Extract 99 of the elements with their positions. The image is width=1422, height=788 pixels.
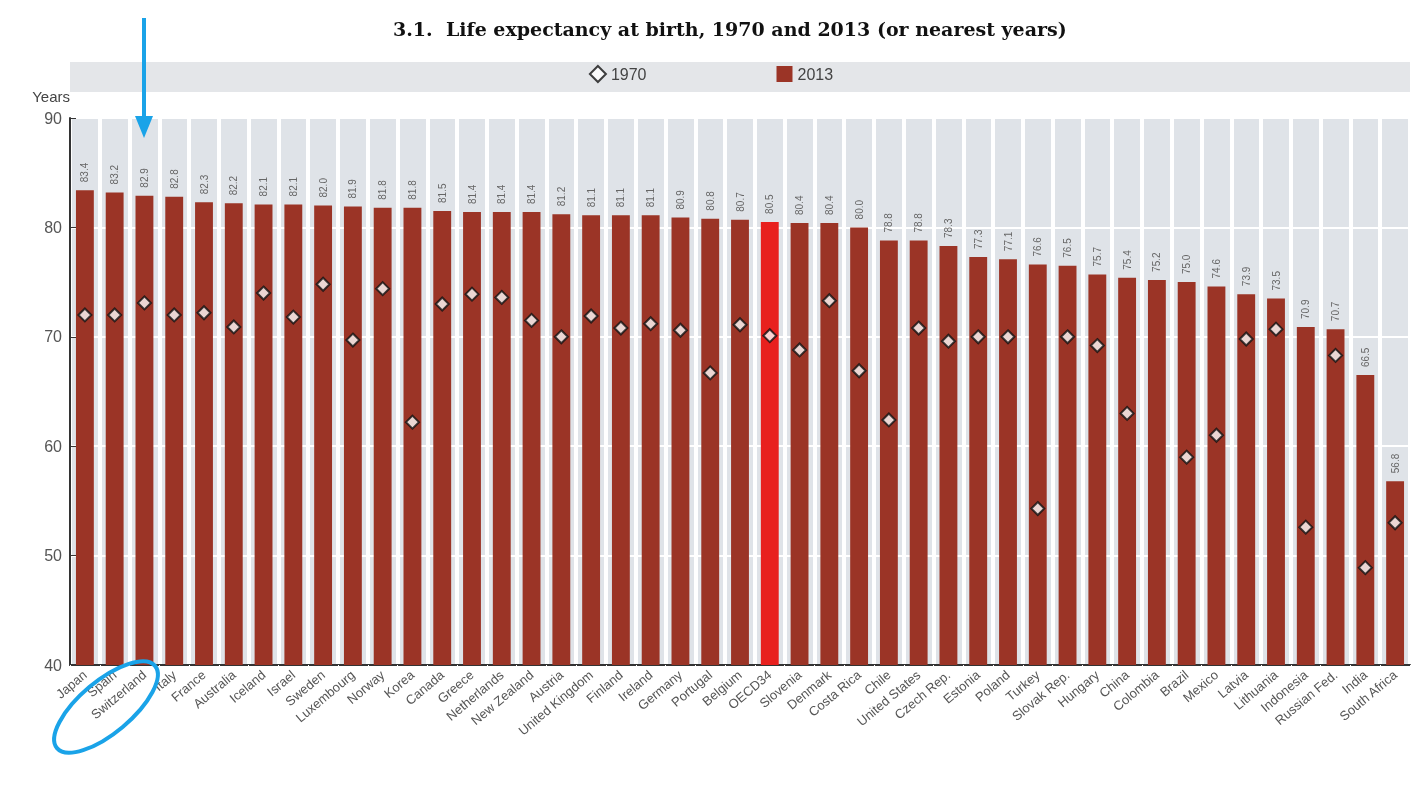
point bbox=[1030, 501, 1046, 517]
point bbox=[821, 293, 837, 309]
point bbox=[375, 281, 391, 297]
point bbox=[285, 309, 301, 325]
data-label: 81.2 bbox=[555, 186, 567, 207]
point bbox=[970, 329, 986, 345]
point bbox=[1179, 449, 1195, 465]
point bbox=[404, 414, 420, 430]
point bbox=[256, 285, 272, 301]
point bbox=[494, 289, 510, 305]
point bbox=[1387, 515, 1403, 531]
data-label: 80.8 bbox=[704, 190, 716, 211]
data-label: 81.1 bbox=[645, 187, 657, 208]
data-label: 81.4 bbox=[496, 184, 508, 205]
point bbox=[1000, 329, 1016, 345]
point bbox=[940, 333, 956, 349]
data-label: 82.1 bbox=[287, 176, 299, 197]
point bbox=[524, 312, 540, 328]
data-label: 77.1 bbox=[1002, 231, 1014, 252]
data-label: 75.0 bbox=[1181, 254, 1193, 275]
data-label: 81.4 bbox=[526, 184, 538, 205]
data-label: 82.8 bbox=[168, 168, 180, 189]
data-label: 81.1 bbox=[615, 187, 627, 208]
data-label: 80.4 bbox=[823, 195, 835, 216]
data-label: 81.4 bbox=[466, 184, 478, 205]
point bbox=[553, 329, 569, 345]
point bbox=[345, 332, 361, 348]
data-label: 80.9 bbox=[674, 189, 686, 210]
y-tick-label: 90 bbox=[44, 109, 63, 127]
data-label: 82.1 bbox=[258, 176, 270, 197]
data-label: 80.7 bbox=[734, 191, 746, 212]
point bbox=[1298, 519, 1314, 535]
y-tick-label: 60 bbox=[44, 437, 63, 455]
data-label: 82.0 bbox=[317, 177, 329, 198]
data-label: 78.3 bbox=[942, 218, 954, 238]
legend-label: 1970 bbox=[610, 65, 647, 83]
point bbox=[1238, 331, 1254, 347]
data-label: 76.5 bbox=[1062, 237, 1074, 258]
data-label: 56.8 bbox=[1389, 453, 1401, 474]
point bbox=[1208, 427, 1224, 443]
y-tick-label: 80 bbox=[44, 218, 63, 236]
point bbox=[434, 296, 450, 312]
point bbox=[881, 412, 897, 428]
data-label: 82.9 bbox=[138, 167, 150, 188]
chart-title: 3.1. Life expectancy at birth, 1970 and 2013 (or nearest years) bbox=[393, 17, 1067, 40]
point bbox=[792, 342, 808, 358]
point bbox=[1268, 321, 1284, 337]
point bbox=[226, 319, 242, 335]
data-label: 82.3 bbox=[198, 174, 210, 195]
point bbox=[1060, 329, 1076, 345]
point bbox=[315, 276, 331, 292]
point bbox=[643, 316, 659, 332]
point bbox=[762, 328, 778, 344]
point bbox=[196, 305, 212, 321]
point bbox=[851, 363, 867, 379]
point bbox=[166, 307, 182, 323]
data-label: 82.2 bbox=[228, 175, 240, 196]
y-tick-label: 50 bbox=[44, 547, 63, 565]
data-label: 75.4 bbox=[1121, 249, 1133, 270]
data-label: 80.4 bbox=[794, 195, 806, 216]
point bbox=[464, 286, 480, 302]
point bbox=[1119, 405, 1135, 421]
data-label: 78.8 bbox=[883, 212, 895, 233]
point bbox=[583, 308, 599, 324]
y-tick-label: 40 bbox=[44, 656, 63, 674]
data-label: 83.4 bbox=[79, 162, 91, 183]
point bbox=[77, 307, 93, 323]
point bbox=[732, 317, 748, 333]
point bbox=[1089, 338, 1105, 354]
point bbox=[1357, 560, 1373, 576]
data-label: 81.8 bbox=[406, 179, 418, 200]
legend-label: 2013 bbox=[797, 65, 834, 83]
data-label: 81.8 bbox=[377, 179, 389, 200]
data-label: 81.1 bbox=[585, 187, 597, 208]
y-tick-label: 70 bbox=[44, 328, 63, 346]
point bbox=[702, 365, 718, 381]
data-label: 70.9 bbox=[1300, 299, 1312, 319]
data-label: 77.3 bbox=[972, 229, 984, 249]
data-label: 70.7 bbox=[1330, 301, 1342, 322]
point bbox=[107, 307, 123, 323]
data-label: 81.5 bbox=[436, 183, 448, 203]
data-label: 74.6 bbox=[1210, 258, 1222, 279]
data-label: 80.0 bbox=[853, 199, 865, 220]
point bbox=[911, 320, 927, 336]
data-label: 66.5 bbox=[1359, 347, 1371, 368]
point bbox=[613, 320, 629, 336]
point bbox=[1328, 347, 1344, 363]
point bbox=[672, 322, 688, 338]
data-label: 75.2 bbox=[1151, 252, 1163, 272]
point bbox=[136, 295, 152, 311]
data-label: 75.7 bbox=[1091, 246, 1103, 267]
data-label: 78.8 bbox=[913, 212, 925, 233]
data-label: 81.9 bbox=[347, 178, 359, 199]
data-label: 73.9 bbox=[1240, 266, 1252, 287]
data-label: 76.6 bbox=[1032, 236, 1044, 257]
data-label: 80.5 bbox=[764, 194, 776, 214]
data-label: 73.5 bbox=[1270, 270, 1282, 291]
data-label: 83.2 bbox=[109, 164, 121, 185]
y-axis-title: Years bbox=[32, 88, 70, 105]
